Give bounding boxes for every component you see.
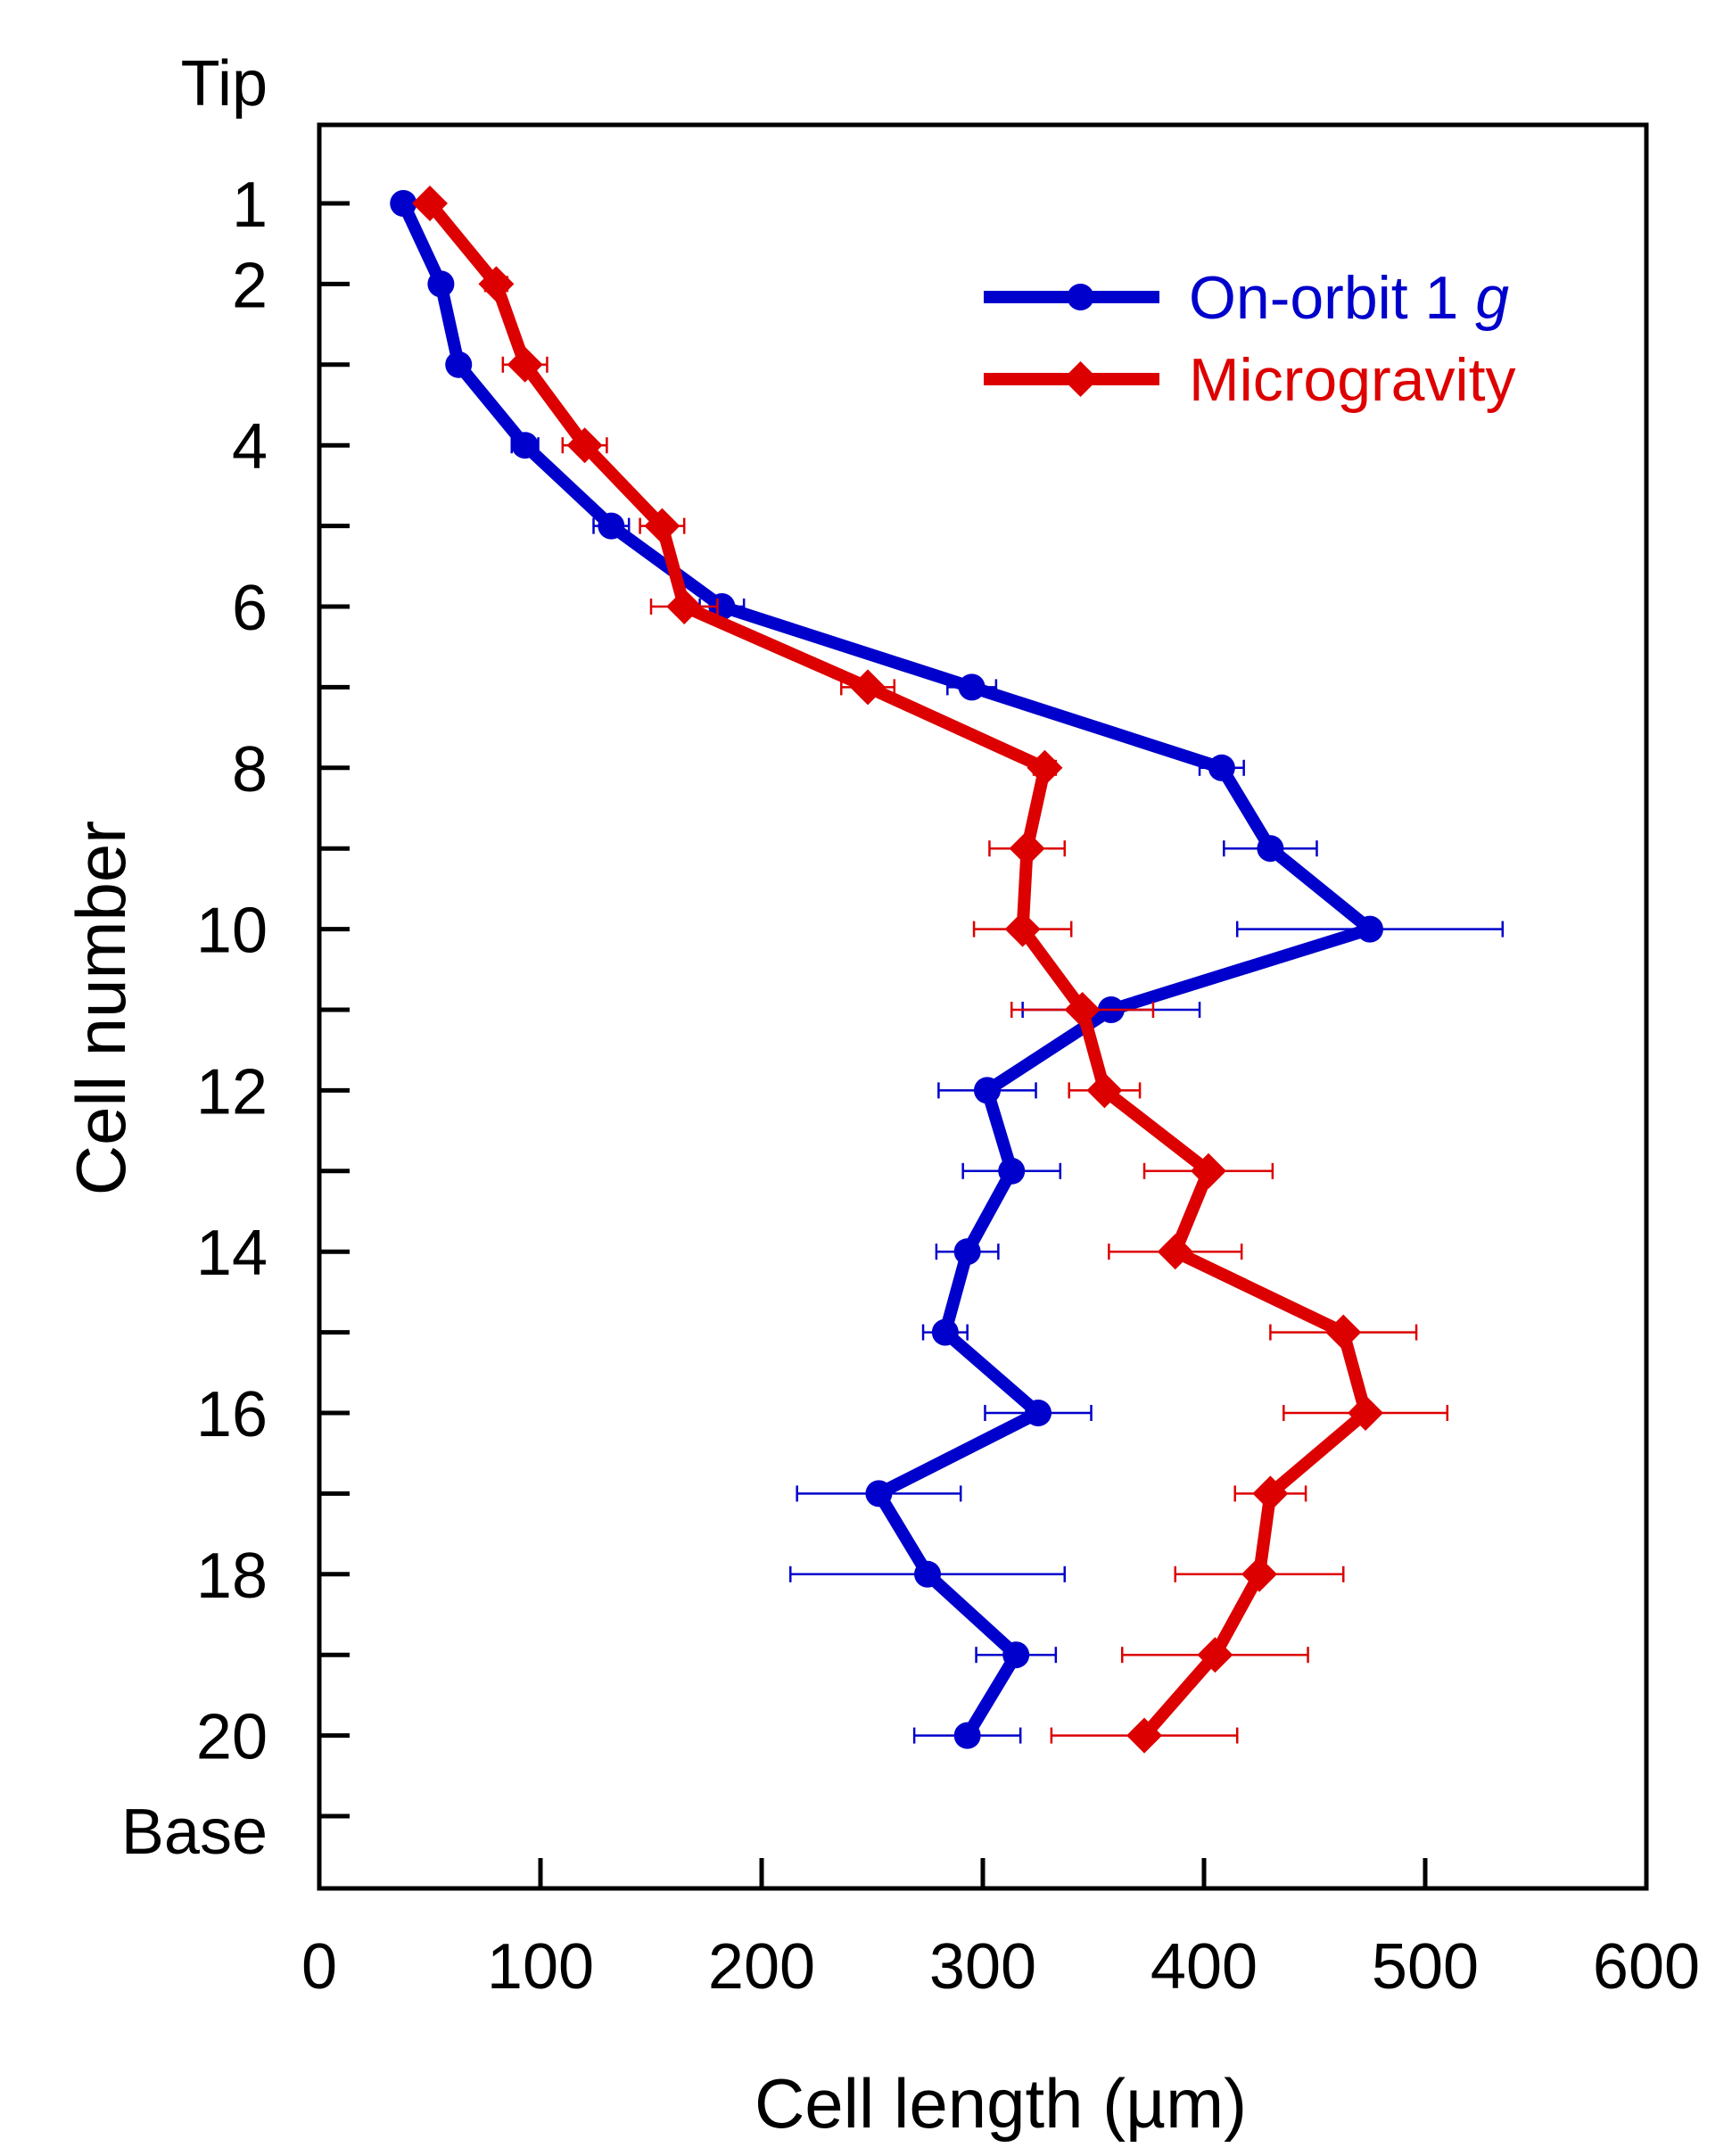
data-point <box>478 266 515 302</box>
legend: On-orbit 1 g Microgravity <box>984 264 1516 414</box>
data-point <box>1126 1717 1163 1754</box>
data-point <box>1157 1234 1193 1270</box>
legend-label: On-orbit 1 g <box>1189 264 1509 332</box>
y-tick-label: 8 <box>232 734 268 805</box>
x-axis-title: Cell length (µm) <box>755 2064 1247 2143</box>
series-microgravity <box>412 186 1449 1754</box>
y-tick-label: 1 <box>232 169 268 241</box>
data-point <box>1009 830 1045 867</box>
y-tick-label: 14 <box>196 1218 268 1289</box>
x-tick-label: 100 <box>487 1931 594 2003</box>
x-tick-label: 200 <box>708 1931 815 2003</box>
y-tick-label: 2 <box>232 250 268 321</box>
data-point <box>1064 992 1101 1028</box>
legend-label-italic: g <box>1475 264 1509 332</box>
data-point <box>1197 1637 1233 1673</box>
legend-label: Microgravity <box>1189 346 1516 414</box>
data-point <box>1257 835 1284 863</box>
data-point <box>507 346 543 383</box>
x-tick-label: 600 <box>1593 1931 1700 2003</box>
data-point <box>644 508 680 544</box>
data-point <box>914 1560 941 1588</box>
data-point <box>566 427 603 464</box>
data-point <box>412 186 448 221</box>
data-point <box>390 190 417 217</box>
data-point <box>511 432 539 459</box>
data-point <box>850 669 887 706</box>
series-line <box>424 197 1373 1742</box>
data-point <box>973 1077 1001 1104</box>
data-point <box>958 673 986 701</box>
y-tick-label: 6 <box>232 573 268 644</box>
series-line <box>397 197 1376 1742</box>
data-point <box>445 351 473 378</box>
data-point <box>931 1318 959 1346</box>
data-point <box>953 1722 981 1749</box>
y-tick-label: 12 <box>196 1056 268 1128</box>
series-on-orbit <box>390 190 1505 1749</box>
y-tick-label: 20 <box>196 1702 268 1773</box>
x-tick-label: 500 <box>1372 1931 1479 2003</box>
legend-marker <box>1062 361 1099 397</box>
data-point <box>1325 1314 1362 1351</box>
y-tick-label: 18 <box>196 1541 268 1612</box>
data-point <box>1190 1152 1226 1189</box>
legend-label-text: On-orbit 1 <box>1189 264 1475 332</box>
y-axis-title: Cell number <box>62 821 140 1196</box>
data-point <box>708 593 736 620</box>
legend-marker <box>1067 284 1094 310</box>
data-point <box>1348 1395 1384 1431</box>
y-tick-label: Base <box>121 1797 268 1868</box>
data-point <box>1002 1641 1030 1669</box>
data-point <box>1025 1400 1052 1426</box>
data-point <box>427 270 455 298</box>
data-point <box>998 1157 1026 1185</box>
data-point <box>953 1238 981 1266</box>
data-point <box>1004 911 1041 947</box>
y-tick-label: 4 <box>232 411 268 483</box>
x-tick-label: 300 <box>929 1931 1036 2003</box>
data-point <box>666 589 703 624</box>
x-tick-label: 0 <box>301 1931 337 2003</box>
y-tick-label: 16 <box>196 1379 268 1450</box>
data-point <box>1027 749 1063 786</box>
data-point <box>1252 1475 1289 1512</box>
data-point <box>865 1480 893 1508</box>
data-point <box>1357 915 1383 943</box>
data-point <box>1086 1072 1123 1109</box>
x-tick-label: 400 <box>1151 1931 1258 2003</box>
y-tick-label: Tip <box>181 48 268 120</box>
data-point <box>598 512 625 540</box>
data-point <box>1241 1556 1277 1592</box>
y-tick-label: 10 <box>196 896 268 967</box>
data-point <box>1208 754 1235 781</box>
